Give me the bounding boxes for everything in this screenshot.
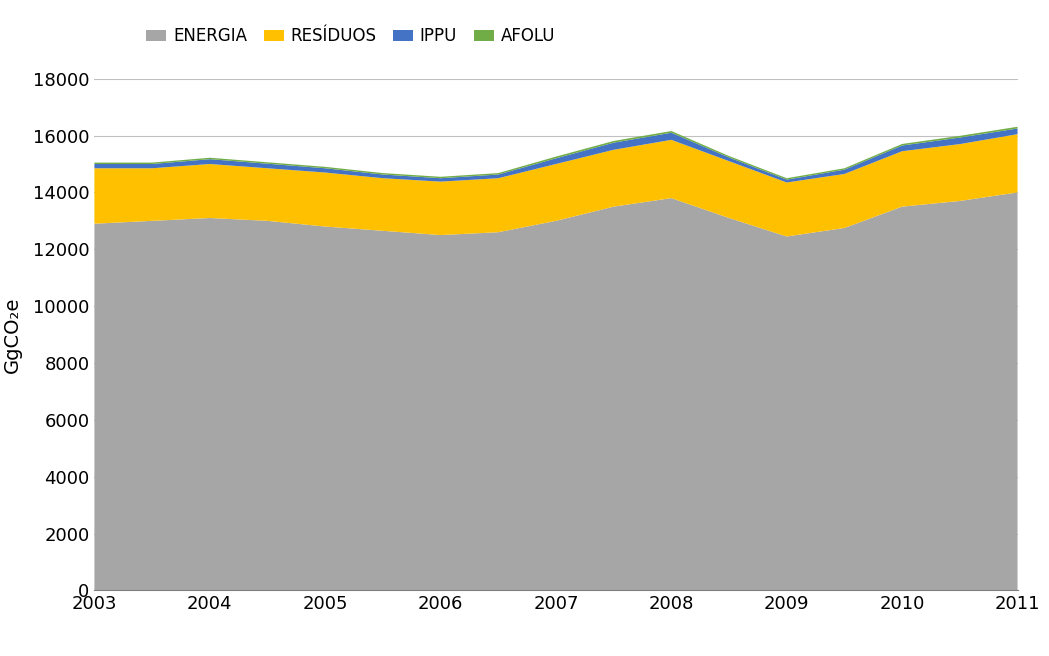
Legend: ENERGIA, RESÍDUOS, IPPU, AFOLU: ENERGIA, RESÍDUOS, IPPU, AFOLU (140, 20, 561, 52)
Y-axis label: GgCO₂e: GgCO₂e (3, 297, 22, 373)
